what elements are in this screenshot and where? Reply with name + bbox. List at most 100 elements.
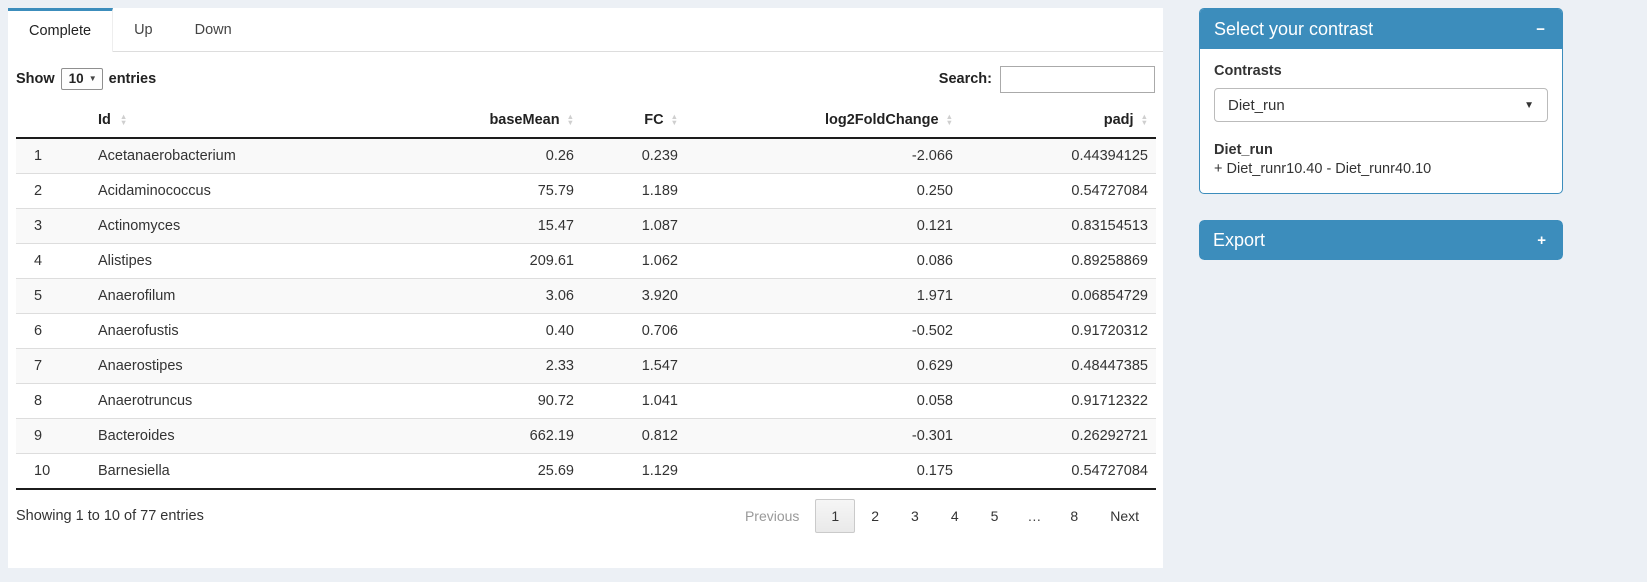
fc-cell: 1.547 [582,348,686,384]
table-row[interactable]: 4 Alistipes 209.61 1.062 0.086 0.89258869 [16,243,1156,279]
page-length-select[interactable]: 10 ▼ [60,68,103,90]
row-index-cell: 5 [16,278,82,314]
page-3[interactable]: 3 [911,508,919,524]
row-index-cell: 4 [16,243,82,279]
id-cell: Anaerofustis [82,313,382,349]
search-control: Search: [938,65,1155,93]
table-row[interactable]: 1 Acetanaerobacterium 0.26 0.239 -2.066 0.443… [16,137,1156,174]
id-cell: Anaerotruncus [82,383,382,419]
table-row[interactable]: 7 Anaerostipes 2.33 1.547 0.629 0.48447385 [16,348,1156,384]
id-cell: Barnesiella [82,453,382,490]
export-box-title: Export [1213,229,1266,250]
table-row[interactable]: 3 Actinomyces 15.47 1.087 0.121 0.83154513 [16,208,1156,244]
search-label: Search: [938,71,992,87]
column-header-padj[interactable]: padj ▲ ▼ [961,103,1156,139]
page-previous: Previous [744,508,800,524]
log2foldchange-cell: 0.629 [686,348,961,384]
row-index-cell: 6 [16,313,82,349]
id-cell: Actinomyces [82,208,382,244]
show-label: Show [16,71,55,87]
column-label: padj [1103,112,1134,128]
basemean-cell: 75.79 [382,173,582,209]
column-label: Id [98,112,111,128]
page-length-value: 10 [68,71,84,86]
tab-down[interactable]: Down [194,22,232,38]
export-box: Export + [1199,220,1563,260]
page-8[interactable]: 8 [1070,508,1079,524]
column-header-fc[interactable]: FC ▲ ▼ [582,103,686,139]
id-cell: Alistipes [82,243,382,279]
fc-cell: 1.041 [582,383,686,419]
page-next[interactable]: Next [1110,508,1139,524]
contrasts-label: Contrasts [1214,63,1282,79]
fc-cell: 3.920 [582,278,686,314]
padj-cell: 0.91720312 [961,313,1156,349]
table-row[interactable]: 9 Bacteroides 662.19 0.812 -0.301 0.26292721 [16,418,1156,454]
padj-cell: 0.54727084 [961,453,1156,490]
contrasts-select-value: Diet_run [1228,96,1285,114]
fc-cell: 0.239 [582,137,686,174]
contrast-formula: + Diet_runr10.40 - Diet_runr40.10 [1214,161,1432,177]
fc-cell: 1.087 [582,208,686,244]
sort-icon: ▲ ▼ [945,111,953,128]
column-header-index [16,103,82,139]
basemean-cell: 15.47 [382,208,582,244]
expand-plus-icon[interactable]: + [1537,231,1546,249]
padj-cell: 0.83154513 [961,208,1156,244]
tab-up[interactable]: Up [134,22,153,38]
column-label: FC [644,112,664,128]
fc-cell: 1.189 [582,173,686,209]
padj-cell: 0.91712322 [961,383,1156,419]
results-tabbar: Complete Up Down [8,8,1163,52]
log2foldchange-cell: -0.502 [686,313,961,349]
sort-icon: ▲ ▼ [566,111,574,128]
column-header-basemean[interactable]: baseMean ▲ ▼ [382,103,582,139]
padj-cell: 0.48447385 [961,348,1156,384]
tab-complete[interactable]: Complete [8,8,114,52]
entries-label: entries [108,71,157,87]
page-4[interactable]: 4 [950,508,959,524]
basemean-cell: 662.19 [382,418,582,454]
contrast-box-header: Select your contrast − [1200,9,1562,49]
fc-cell: 0.706 [582,313,686,349]
table-row[interactable]: 8 Anaerotruncus 90.72 1.041 0.058 0.91712322 [16,383,1156,419]
row-index-cell: 9 [16,418,82,454]
page-1[interactable]: 1 [815,499,856,533]
contrasts-select[interactable]: Diet_run ▼ [1214,88,1548,122]
table-header-row: Id ▲ ▼ baseMean ▲ ▼ FC ▲ ▼ log2FoldChange ▲ ▼ pa… [16,103,1156,139]
log2foldchange-cell: 0.058 [686,383,961,419]
log2foldchange-cell: -2.066 [686,137,961,174]
page-5[interactable]: 5 [990,508,999,524]
page-2[interactable]: 2 [871,508,880,524]
table-info: Showing 1 to 10 of 77 entries [16,508,204,524]
column-label: baseMean [489,112,560,128]
basemean-cell: 25.69 [382,453,582,490]
row-index-cell: 1 [16,137,82,174]
table-row[interactable]: 2 Acidaminococcus 75.79 1.189 0.250 0.5472708… [16,173,1156,209]
column-label: log2FoldChange [824,112,939,128]
table-row[interactable]: 10 Barnesiella 25.69 1.129 0.175 0.54727084 [16,453,1156,490]
padj-cell: 0.26292721 [961,418,1156,454]
page-length-control: Show 10 ▼ entries [16,68,156,90]
pagination: Previous 1 2 3 4 5 … 8 Next [729,499,1155,533]
log2foldchange-cell: 1.971 [686,278,961,314]
row-index-cell: 8 [16,383,82,419]
basemean-cell: 0.26 [382,137,582,174]
log2foldchange-cell: 0.121 [686,208,961,244]
chevron-down-icon: ▼ [1524,99,1534,111]
collapse-minus-icon[interactable]: − [1536,20,1545,38]
padj-cell: 0.54727084 [961,173,1156,209]
contrast-name: Diet_run [1214,142,1273,158]
results-table: Id ▲ ▼ baseMean ▲ ▼ FC ▲ ▼ log2FoldChange ▲ ▼ pa… [16,103,1156,490]
sort-icon: ▲ ▼ [1140,111,1148,128]
table-row[interactable]: 5 Anaerofilum 3.06 3.920 1.971 0.06854729 [16,278,1156,314]
column-header-log2foldchange[interactable]: log2FoldChange ▲ ▼ [686,103,961,139]
id-cell: Acetanaerobacterium [82,137,382,174]
basemean-cell: 90.72 [382,383,582,419]
padj-cell: 0.06854729 [961,278,1156,314]
search-input[interactable] [1000,65,1155,93]
column-header-id[interactable]: Id ▲ ▼ [82,103,382,139]
padj-cell: 0.44394125 [961,137,1156,174]
table-row[interactable]: 6 Anaerofustis 0.40 0.706 -0.502 0.91720312 [16,313,1156,349]
log2foldchange-cell: 0.086 [686,243,961,279]
